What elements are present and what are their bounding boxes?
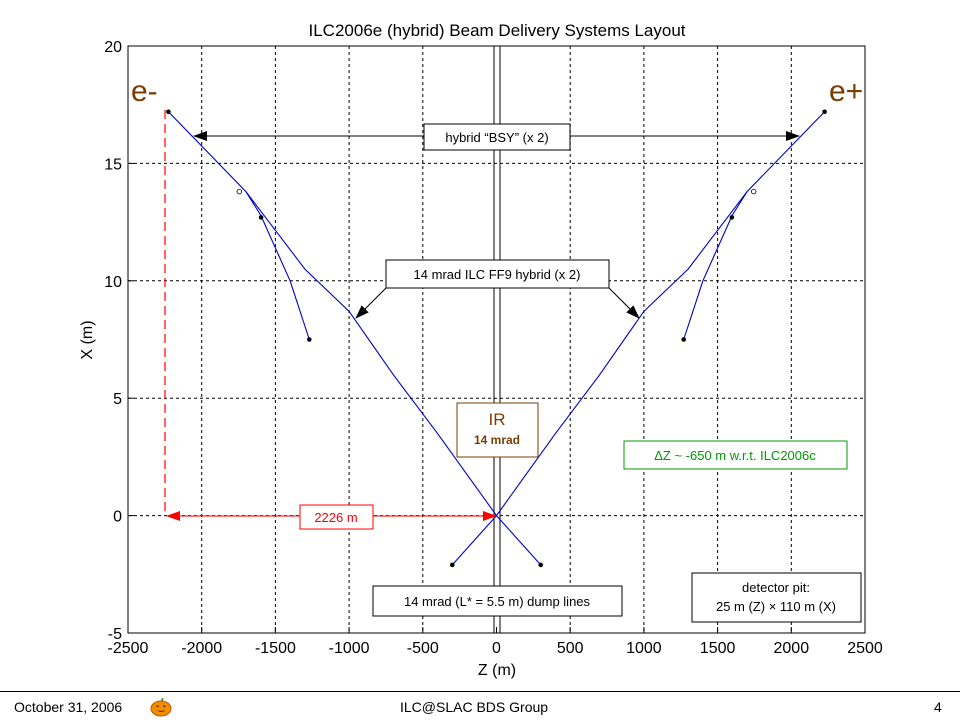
- beamline-markers: [166, 109, 827, 568]
- beamline-branch-right: [683, 191, 748, 340]
- x-tick-label: 1500: [700, 640, 736, 657]
- marker-point: [822, 109, 827, 115]
- dz-box: [623, 440, 848, 470]
- axis-ticks: -2500 -2000 -1500 -1000 -500 0 500 1000 1500 2000…: [104, 39, 883, 657]
- marker-point: [681, 337, 686, 342]
- x-tick-label: -1500: [255, 640, 296, 657]
- footer-date: October 31, 2006: [14, 699, 123, 715]
- e-minus-label: e-: [131, 75, 158, 108]
- x-tick-label: -2500: [108, 640, 149, 657]
- dump-box: [372, 585, 623, 617]
- pit-box: [691, 572, 862, 623]
- ir-box: [456, 402, 539, 458]
- x-tick-label: -2000: [181, 640, 222, 657]
- dump-label: 14 mrad (L* = 5.5 m) dump lines: [404, 594, 591, 609]
- beamline-dump-left: [451, 515, 497, 566]
- y-tick-label: -5: [108, 626, 122, 643]
- marker-point: [729, 215, 735, 220]
- beamline-branch-left: [245, 191, 310, 340]
- x-axis-label: Z (m): [478, 662, 516, 679]
- e-plus-label: e+: [829, 75, 863, 108]
- x-tick-label: 2500: [847, 640, 883, 657]
- beamline-main-left: [168, 111, 497, 516]
- y-tick-label: 5: [113, 391, 122, 408]
- pumpkin-icon: [150, 698, 172, 717]
- distance-label-box: [299, 504, 374, 530]
- x-tick-label: 1000: [626, 640, 662, 657]
- pit-label-line2: 25 m (Z) × 110 m (X): [716, 599, 836, 614]
- beamline-dump-right: [496, 515, 542, 566]
- bsy-label: hybrid “BSY” (x 2): [445, 130, 548, 145]
- ff9-arrow-right: [608, 287, 640, 319]
- x-tick-label: 0: [492, 640, 501, 657]
- marker-point-open: [751, 188, 757, 195]
- marker-point: [449, 562, 455, 568]
- x-tick-label: 500: [557, 640, 584, 657]
- y-tick-label: 15: [104, 156, 122, 173]
- y-tick-label: 10: [104, 274, 122, 291]
- marker-point: [166, 109, 171, 115]
- y-tick-label: 0: [113, 509, 122, 526]
- bsy-label-box: [423, 123, 571, 151]
- x-tick-label: -1000: [329, 640, 370, 657]
- pit-label-line1: detector pit:: [742, 580, 810, 595]
- x-tick-label: -500: [407, 640, 439, 657]
- ir-label: IR: [489, 410, 506, 429]
- distance-label: 2226 m: [314, 510, 357, 525]
- page-number: 4: [934, 699, 942, 715]
- ir-sublabel: 14 mrad: [474, 433, 520, 447]
- bds-layout-chart: ILC2006e (hybrid) Beam Delivery Systems …: [79, 21, 883, 679]
- y-axis-label: X (m): [79, 320, 96, 359]
- ff9-arrow-left: [355, 287, 387, 319]
- ff9-label-box: [385, 259, 610, 289]
- marker-point-open: [236, 188, 242, 195]
- marker-point: [307, 337, 312, 342]
- marker-point: [538, 562, 544, 568]
- marker-point: [258, 215, 264, 220]
- beamlines: [168, 111, 825, 566]
- y-tick-label: 20: [104, 39, 122, 56]
- chart-title: ILC2006e (hybrid) Beam Delivery Systems …: [309, 21, 686, 40]
- footer-group: ILC@SLAC BDS Group: [400, 699, 549, 715]
- dz-label: ΔZ ~ -650 m w.r.t. ILC2006c: [654, 448, 816, 463]
- ff9-label: 14 mrad ILC FF9 hybrid (x 2): [414, 267, 581, 282]
- footer-divider: [0, 691, 960, 692]
- x-tick-label: 2000: [774, 640, 810, 657]
